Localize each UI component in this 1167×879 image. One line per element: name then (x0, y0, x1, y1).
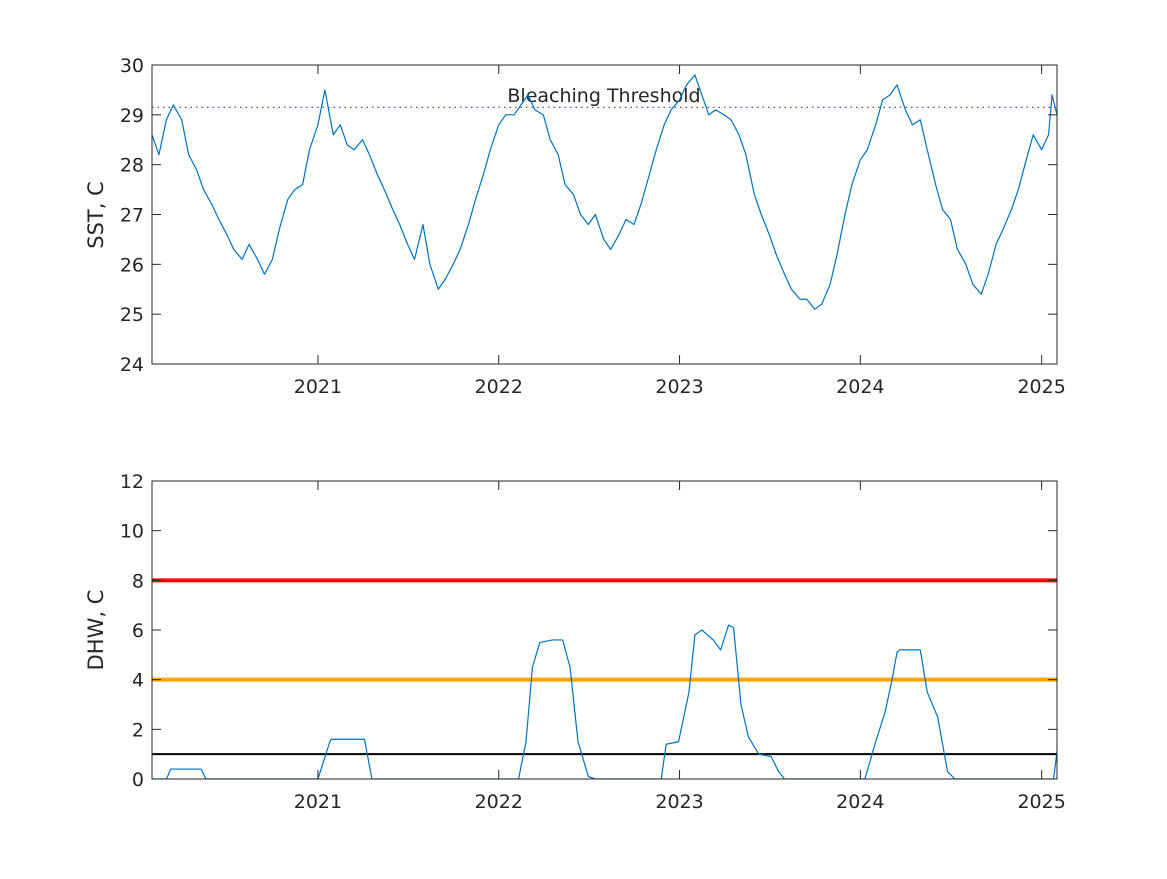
sst-xtick-label: 2022 (475, 376, 523, 398)
sst-ytick-label: 26 (120, 254, 144, 276)
dhw-series-line (152, 624, 1057, 779)
sst-axes: SST, C Bleaching Threshold 2021 2022 2023 2… (84, 55, 1066, 398)
dhw-ylabel: DHW, C (84, 590, 108, 671)
dhw-ytick-label: 12 (120, 471, 144, 493)
dhw-ytick-label: 8 (132, 570, 144, 592)
sst-ytick-label: 27 (120, 205, 144, 227)
dhw-axes: DHW, C 2021 2022 2023 2024 2025 0 2 4 6 8 10 12 (84, 471, 1066, 813)
dhw-ytick-label: 2 (132, 719, 144, 741)
bleaching-threshold-label: Bleaching Threshold (507, 85, 700, 107)
dhw-ytick-label: 10 (120, 521, 144, 543)
sst-ytick-label: 30 (120, 55, 144, 77)
dhw-xtick-label: 2025 (1017, 791, 1065, 813)
sst-xtick-label: 2023 (655, 376, 703, 398)
sst-ytick-label: 25 (120, 304, 144, 326)
dhw-xtick-label: 2024 (836, 791, 884, 813)
sst-ytick-label: 29 (120, 105, 144, 127)
dhw-xtick-label: 2023 (655, 791, 703, 813)
dhw-ytick-label: 6 (132, 620, 144, 642)
sst-series-line (152, 74, 1057, 310)
sst-ytick-label: 28 (120, 155, 144, 177)
sst-ylabel: SST, C (84, 181, 108, 249)
sst-xtick-label: 2025 (1017, 376, 1065, 398)
dhw-xtick-label: 2022 (475, 791, 523, 813)
sst-ytick-label: 24 (120, 354, 144, 376)
dhw-xtick-label: 2021 (294, 791, 342, 813)
sst-xtick-label: 2021 (294, 376, 342, 398)
dhw-ytick-label: 0 (132, 769, 144, 791)
sst-xtick-label: 2024 (836, 376, 884, 398)
dhw-ytick-label: 4 (132, 670, 144, 692)
